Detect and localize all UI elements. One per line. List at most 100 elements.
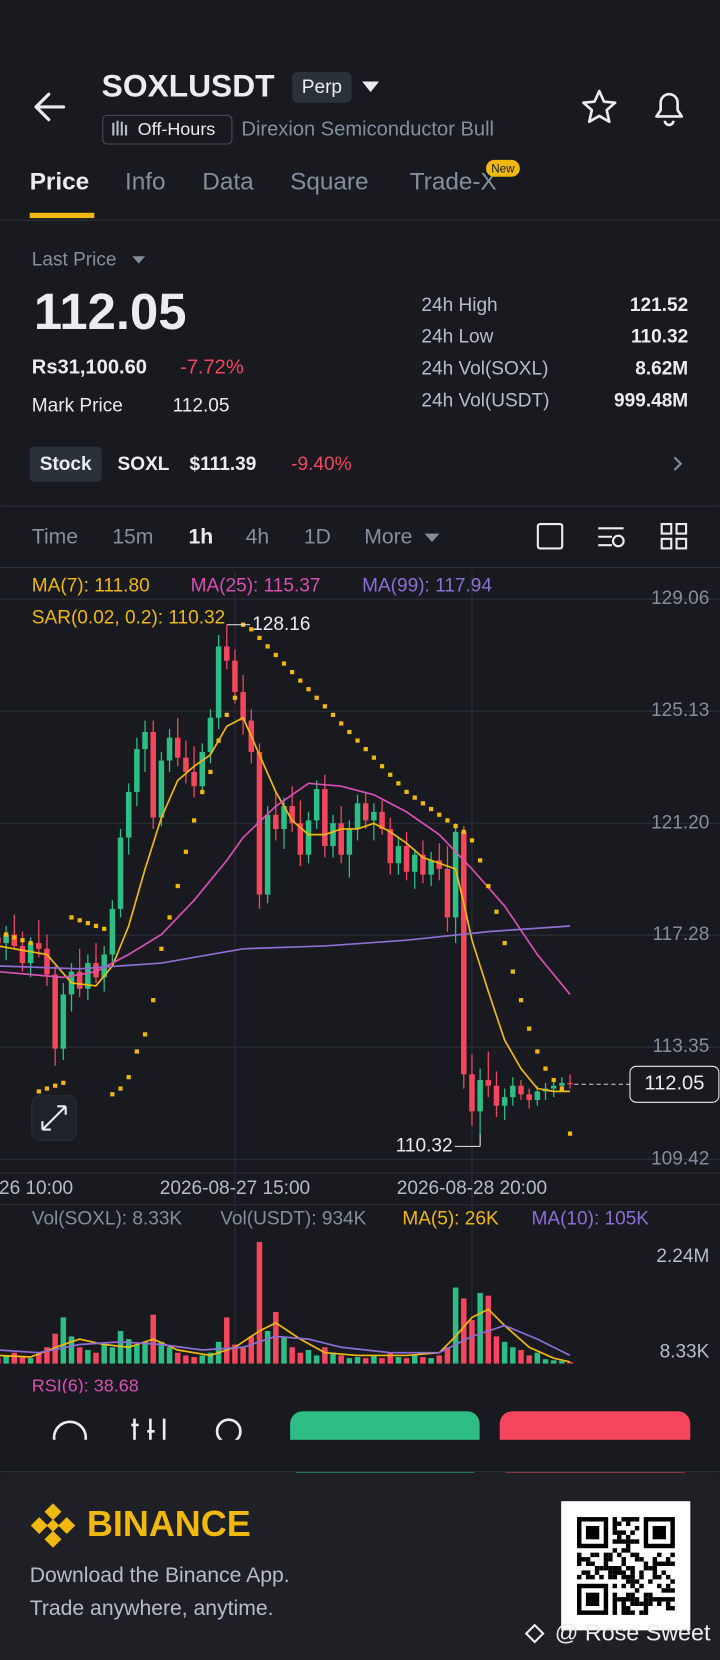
qr-cell [661,1561,666,1566]
qr-cell [665,1557,671,1562]
brand: BINANCE [87,1503,251,1544]
sar-dot [3,932,9,937]
qr-cell [625,1610,631,1615]
qr-cell [648,1597,653,1602]
stock-tag: Stock [40,454,92,475]
stock-chevron[interactable] [673,456,683,471]
qr-cell [621,1548,626,1553]
tool-settings-dot [611,534,625,548]
volume-bar [297,1352,304,1364]
volume-bar [19,1357,26,1364]
stat-value: 110.32 [631,327,688,348]
tool-grid [675,522,688,535]
sar-dot [232,695,238,700]
candle-body [469,1074,475,1112]
qr-cell [577,1552,582,1558]
volume-bar [44,1347,50,1364]
candle-body [52,974,58,1049]
y-tick-label: 129.06 [651,588,709,609]
chart-icon[interactable] [131,1418,166,1442]
interval[interactable]: 1h [188,525,213,548]
tab[interactable]: Square [290,169,368,196]
stock-symbol[interactable]: SOXL [118,454,170,475]
high-marker-label: 128.16 [252,614,310,635]
sar-dot [298,678,303,683]
interval[interactable]: 4h [246,525,270,548]
qr-cell [657,1601,662,1607]
tool-settings[interactable] [598,527,624,547]
candle-body [403,846,410,872]
qr-cell [630,1574,635,1580]
qr-cell [612,1574,618,1580]
volume-bar [3,1355,9,1364]
qr-cell [577,1557,582,1562]
credit-icon [524,1623,545,1644]
interval[interactable]: Time [32,525,78,548]
sar-dot [151,998,156,1003]
sar-dot [77,918,82,923]
volume-bar [338,1355,344,1364]
interval[interactable]: 15m [112,525,153,548]
qr-cell [665,1601,671,1607]
qr-cell [621,1557,626,1562]
volume-bar [534,1352,541,1364]
qr-cell [621,1530,626,1535]
volume-bar [493,1336,500,1364]
sar-dot [502,940,507,946]
qr-cell [652,1565,658,1571]
clip-cover [0,1439,720,1472]
symbol-dropdown[interactable] [362,81,380,93]
qr-cell [630,1592,635,1598]
qr-cell [625,1606,631,1611]
candle-body [273,814,279,829]
sar-dot [167,915,172,920]
interval[interactable]: 1D [304,525,331,548]
sar-dot [69,915,74,920]
candle-body [330,823,336,847]
qr-cell [634,1552,640,1558]
tab[interactable]: Trade-X [410,169,497,196]
qr-cell [625,1574,631,1580]
qr-cell [634,1588,640,1593]
y-tick-label: 125.13 [651,700,709,721]
tab[interactable]: Data [202,169,254,196]
tab[interactable]: Price [30,169,90,196]
tool-depth[interactable] [536,522,564,550]
badge-bg [292,71,352,103]
qr-cell [670,1579,675,1584]
price-dropdown[interactable] [132,256,146,264]
volume-bar [354,1357,361,1364]
more-dropdown[interactable] [424,533,440,543]
volume-bar [11,1352,18,1364]
volume-bar [273,1311,279,1364]
volume-bar [27,1358,34,1364]
interval[interactable]: More [364,525,412,548]
qr-cell [625,1565,631,1571]
sar-dot [183,849,189,854]
qr-cell [652,1597,658,1602]
candle-body [452,831,459,918]
stat-value: 121.52 [630,295,688,316]
favorite-button[interactable] [582,89,617,124]
qr-cell [594,1552,600,1558]
volume-bar [199,1355,206,1364]
alert-button[interactable] [655,92,684,127]
sar-dot [543,1066,548,1071]
sar-dot [567,1131,573,1136]
tab[interactable]: Info [125,169,166,196]
qr-cell [670,1588,675,1593]
qr-cell [639,1583,644,1589]
candle-body [313,789,320,821]
qr-cell [621,1606,626,1611]
back-button[interactable] [34,92,66,122]
volume-tick-label: 8.33K [660,1342,710,1363]
sar-dot [273,652,278,658]
qr-cell [630,1579,635,1584]
status-box [102,114,233,145]
tool-grid[interactable] [660,522,673,535]
candle-body [60,994,67,1049]
volume-bar [428,1358,434,1364]
qr-cell [634,1579,640,1584]
candle-body [420,854,426,875]
qr-cell [648,1565,653,1571]
